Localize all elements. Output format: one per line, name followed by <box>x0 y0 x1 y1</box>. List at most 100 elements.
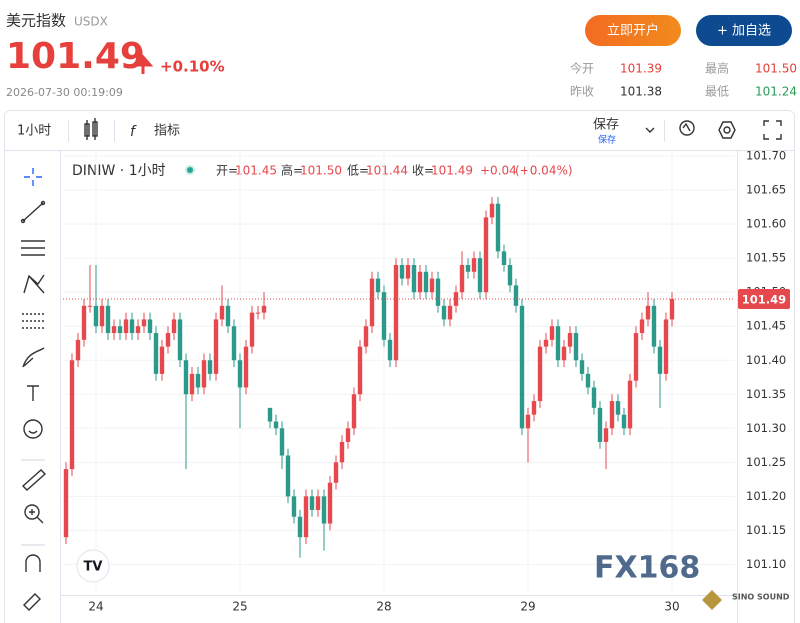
candle-body <box>195 373 201 388</box>
candle-body <box>477 258 483 293</box>
stat-label: 今开 <box>570 61 594 76</box>
candle-body <box>633 333 639 381</box>
timestamp: 2026-07-30 00:19:09 <box>6 86 123 99</box>
legend-value: 101.45 <box>235 164 277 178</box>
candle-body <box>663 319 669 374</box>
candle-body <box>381 292 387 340</box>
candle-body <box>141 319 147 327</box>
candle-body <box>567 333 573 347</box>
candle-body <box>627 380 633 429</box>
candle-body <box>507 264 513 286</box>
y-tick-label: 101.20 <box>746 489 786 503</box>
candle-body <box>471 258 477 272</box>
save[interactable]: 保存 <box>593 118 619 133</box>
candle-body <box>207 360 213 374</box>
y-tick-label: 101.55 <box>746 251 786 265</box>
candle-body <box>579 360 585 374</box>
candle-body <box>177 319 183 361</box>
candle-body <box>279 428 285 456</box>
candle-body <box>393 264 399 361</box>
candle-body <box>357 346 363 395</box>
candle-body <box>153 333 159 374</box>
y-tick-label: 101.60 <box>746 217 786 231</box>
legend-change: +0.04 <box>480 164 517 178</box>
candle-body <box>303 496 309 538</box>
chevron[interactable] <box>645 127 655 133</box>
candle-body <box>261 305 267 313</box>
open-account-button[interactable] <box>585 15 681 46</box>
candle-body <box>231 326 237 361</box>
candle-body <box>123 319 129 334</box>
svg-text:TV: TV <box>84 560 103 575</box>
status-dot <box>187 167 193 173</box>
candle-body <box>351 394 357 429</box>
candle-body <box>531 401 537 415</box>
candle-body <box>147 319 153 334</box>
legend-change-pct: (+0.04%) <box>515 164 573 178</box>
candle-body <box>561 346 567 361</box>
candle-body <box>513 285 519 306</box>
candle-body <box>183 360 189 395</box>
candle-body <box>117 326 123 334</box>
candle-body <box>321 496 327 524</box>
candle-body <box>369 278 375 327</box>
candle-body <box>459 264 465 293</box>
candle-body <box>423 271 429 293</box>
stat-label: 最高 <box>705 61 729 76</box>
candle-body <box>309 496 315 510</box>
candle-body <box>315 496 321 510</box>
y-tick-label: 101.45 <box>746 319 786 333</box>
candle-body <box>483 217 489 293</box>
indicators[interactable]: 指标 <box>154 124 180 139</box>
candle-body <box>591 387 597 408</box>
stat-value: 101.50 <box>755 62 797 76</box>
candle-body <box>597 407 603 442</box>
candle-body <box>411 264 417 293</box>
x-tick-label: 30 <box>664 600 679 614</box>
price: 101.49 <box>6 36 145 77</box>
candle-body <box>573 333 579 361</box>
candle-body <box>165 333 171 347</box>
candle-body <box>243 346 249 388</box>
add-watch-button[interactable] <box>696 15 792 46</box>
candle-body <box>525 414 531 429</box>
fullscreen-icon[interactable] <box>763 120 782 140</box>
candle-body <box>225 305 231 327</box>
alert-icon[interactable] <box>679 120 695 136</box>
settings-icon[interactable] <box>718 121 736 139</box>
x-tick-label: 29 <box>520 600 535 614</box>
open-account-label[interactable]: 立即开户 <box>607 23 659 39</box>
y-tick-label: 101.30 <box>746 421 786 435</box>
candle-body <box>639 319 645 334</box>
y-tick-label: 101.15 <box>746 523 786 537</box>
y-tick-label: 101.65 <box>746 183 786 197</box>
brand-icon <box>702 590 722 610</box>
candle-body <box>339 441 345 463</box>
sidebar-tools[interactable] <box>20 168 47 611</box>
candle-body <box>69 360 75 470</box>
candle-body <box>159 346 165 374</box>
fx-icon[interactable]: f <box>130 124 137 140</box>
candle-body <box>87 305 93 307</box>
candle-body <box>327 482 333 524</box>
legend-value: 101.50 <box>300 164 342 178</box>
y-tick-label: 101.70 <box>746 149 786 163</box>
interval[interactable]: 1小时 <box>17 124 51 139</box>
candle-body <box>549 326 555 340</box>
last-price-label: 101.49 <box>742 293 786 307</box>
candle-body <box>111 326 117 334</box>
legend-label: 低= <box>347 164 369 178</box>
candle-body <box>285 455 291 497</box>
candle-body <box>609 401 615 429</box>
legend-value: 101.44 <box>366 164 408 178</box>
candle-body <box>387 339 393 361</box>
candle-body <box>375 278 381 293</box>
candle-body <box>615 401 621 415</box>
candle-body <box>435 278 441 306</box>
add-watch-label[interactable]: + 加自选 <box>717 24 771 39</box>
candle-body <box>249 312 255 347</box>
candle-type-icon[interactable] <box>84 118 98 140</box>
candle-body <box>585 373 591 388</box>
candle-body <box>189 373 195 395</box>
